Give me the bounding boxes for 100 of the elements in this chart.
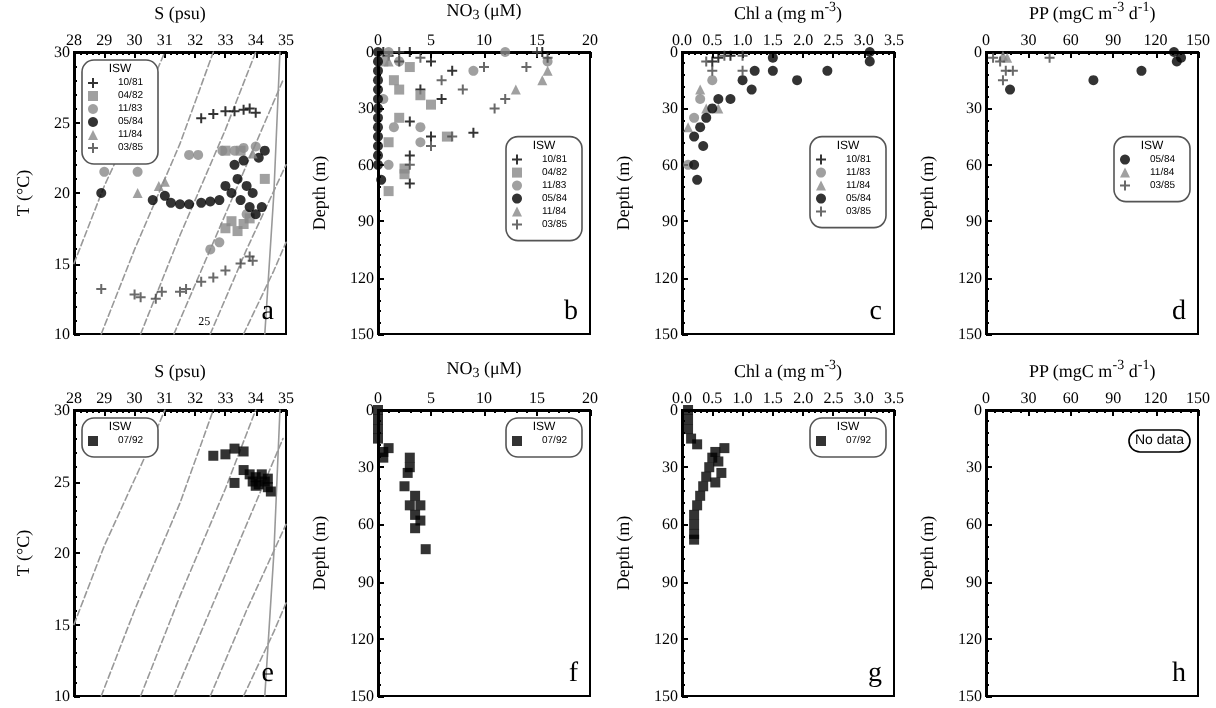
x-tick-label: 31 [156,389,173,407]
x-tick-label: 31 [156,31,173,49]
y-axis-title: T (°C) [13,529,34,577]
y-tick-label: 150 [654,687,678,705]
x-tick-label: 3.0 [853,31,874,49]
y-tick-label: 90 [358,572,374,591]
x-tick-label: 120 [1143,389,1168,407]
x-tick-label: 120 [1143,31,1168,49]
x-tick-label: 150 [1186,389,1210,407]
x-tick-label: 150 [1186,31,1210,49]
y-tick-label: 0 [366,43,374,61]
x-tick-label: 10 [476,31,492,49]
x-tick-label: 1.0 [732,389,753,407]
y-tick-label: 30 [358,458,374,477]
y-tick-label: 30 [966,458,982,477]
x-tick-label: 0.0 [672,31,692,49]
y-tick-label: 20 [54,184,70,202]
x-tick-label: 2.0 [793,31,814,49]
y-tick-label: 0 [974,401,982,419]
x-tick-label: 0.0 [672,389,692,407]
y-tick-label: 60 [358,155,374,174]
x-tick-label: 33 [217,389,234,407]
y-tick-label: 30 [54,401,70,419]
x-tick-label: 2.0 [793,389,814,407]
x-axis-title: S (psu) [154,361,206,382]
y-tick-label: 150 [958,325,982,343]
y-tick-label: 0 [670,43,678,61]
y-tick-label: 30 [662,458,678,477]
y-axis-title: Depth (m) [917,515,938,591]
y-tick-label: 90 [966,572,982,591]
y-axis-title: Depth (m) [613,155,634,231]
x-tick-label: 32 [187,31,204,49]
x-tick-label: 90 [1105,31,1122,49]
x-tick-label: 15 [529,31,545,49]
annotation: a [261,297,276,327]
annotation: c [869,297,882,327]
y-axis-title: Depth (m) [613,515,634,591]
y-tick-label: 150 [350,325,374,343]
y-tick-label: 60 [662,155,678,174]
y-tick-label: 30 [662,99,678,118]
y-tick-label: 60 [662,515,678,534]
y-tick-label: 60 [966,515,982,534]
x-tick-label: 0.5 [702,389,723,407]
y-axis-title: Depth (m) [917,155,938,231]
x-tick-label: 0.5 [702,31,723,49]
x-tick-label: 15 [529,389,545,407]
y-tick-label: 60 [966,155,982,174]
y-tick-label: 120 [350,629,374,648]
x-tick-label: 2.5 [823,389,844,407]
annotation: g [868,659,882,689]
x-tick-label: 20 [582,31,598,49]
x-tick-label: 35 [278,389,294,407]
annotation: b [564,297,578,327]
y-tick-label: 30 [966,99,982,118]
x-tick-label: 32 [187,389,204,407]
y-tick-label: 90 [966,212,982,231]
y-tick-label: 150 [350,687,374,705]
x-tick-label: 29 [96,389,113,407]
y-tick-label: 10 [54,687,70,705]
y-tick-label: 30 [54,43,70,61]
y-tick-label: 90 [662,572,678,591]
x-tick-label: 28 [66,31,82,49]
y-axis-title: Depth (m) [309,515,330,591]
x-tick-label: 30 [1020,31,1037,49]
x-tick-label: 30 [126,389,143,407]
y-tick-label: 60 [358,515,374,534]
x-tick-label: 20 [582,389,598,407]
y-tick-label: 90 [662,212,678,231]
x-tick-label: 2.5 [823,31,844,49]
x-tick-label: 60 [1062,31,1079,49]
x-tick-label: 35 [278,31,294,49]
y-tick-label: 15 [54,615,70,634]
y-tick-label: 25 [54,472,70,491]
y-axis-title: T (°C) [13,169,34,217]
annotation: h [1172,659,1186,689]
x-tick-label: 3.5 [884,389,904,407]
y-tick-label: 120 [654,629,678,648]
x-tick-label: 30 [126,31,143,49]
y-tick-label: 120 [958,268,982,287]
annotation: e [261,659,274,689]
y-axis-title: Depth (m) [309,155,330,231]
y-tick-label: 120 [958,629,982,648]
x-tick-label: 33 [217,31,234,49]
x-tick-label: 3.0 [853,389,874,407]
x-tick-label: 5 [427,389,435,407]
x-tick-label: 34 [247,31,264,49]
y-tick-label: 150 [958,687,982,705]
y-tick-label: 120 [350,268,374,287]
x-tick-label: 60 [1062,389,1079,407]
x-tick-label: 28 [66,389,82,407]
y-tick-label: 0 [670,401,678,419]
y-tick-label: 20 [54,544,70,562]
y-tick-label: 120 [654,268,678,287]
x-tick-label: 34 [247,389,264,407]
x-tick-label: 10 [476,389,492,407]
x-tick-label: 30 [1020,389,1037,407]
x-tick-label: 5 [427,31,435,49]
x-tick-label: 1.5 [762,389,783,407]
x-axis-title: S (psu) [154,3,206,24]
x-tick-label: 1.0 [732,31,753,49]
